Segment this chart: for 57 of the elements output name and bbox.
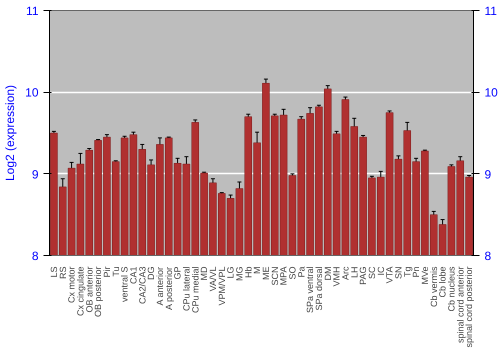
x-tick-label: M bbox=[252, 266, 262, 274]
x-tick-label: MPA bbox=[278, 266, 289, 286]
x-tick-label: Pa bbox=[296, 266, 306, 278]
x-tick-label: Tu bbox=[110, 266, 121, 277]
x-tick-label: Cx motor bbox=[66, 266, 77, 304]
x-tick-label: SC bbox=[366, 266, 377, 279]
x-tick-label: Cb nucleus bbox=[446, 266, 456, 312]
x-tick-label: A anterior bbox=[154, 266, 165, 306]
x-tick-label: Hb bbox=[243, 266, 254, 278]
x-tick-label: ventral S bbox=[120, 266, 130, 302]
x-tick-label: Cb lobe bbox=[438, 266, 448, 298]
x-tick-label: SCN bbox=[270, 266, 280, 286]
x-tick-label: spinal cord posterior bbox=[464, 266, 474, 348]
x-tick-label: OB anterior bbox=[84, 266, 94, 313]
x-tick-label: SPa dorsal bbox=[314, 266, 324, 311]
y-tick-label: 8 bbox=[32, 249, 39, 263]
y2-tick-label: 9 bbox=[484, 167, 492, 182]
x-tick-label: ME bbox=[260, 266, 271, 280]
x-tick-label: VA/VL bbox=[208, 266, 218, 292]
x-tick-label: LS bbox=[48, 266, 59, 278]
y-axis-title: Log2 (expression) bbox=[3, 84, 18, 182]
x-tick-label: Cb vermis bbox=[428, 266, 439, 308]
x-tick-label: VPM/VPL bbox=[216, 266, 227, 306]
x-tick-label: OB posterior bbox=[93, 266, 104, 318]
y-tick-label: 11 bbox=[26, 4, 39, 18]
x-tick-label: Pir bbox=[102, 266, 112, 278]
y-tick-label: 9 bbox=[32, 167, 39, 182]
x-tick-label: PAG bbox=[358, 266, 368, 285]
y-tick-label: 10 bbox=[25, 86, 39, 100]
x-tick-label: CPu medial bbox=[190, 266, 200, 314]
x-tick-label: RS bbox=[58, 266, 68, 279]
x-tick-label: Tg bbox=[402, 266, 412, 278]
x-tick-label: GP bbox=[172, 266, 183, 280]
x-tick-label: SN bbox=[393, 266, 404, 279]
y2-tick-label: 8 bbox=[484, 249, 492, 263]
x-tick-label: IC bbox=[376, 266, 386, 276]
x-tick-label: spinal cord anterior bbox=[455, 266, 466, 344]
x-tick-label: Arc bbox=[340, 266, 350, 280]
x-tick-label: DM bbox=[322, 266, 333, 280]
y2-tick-label: 11 bbox=[484, 4, 498, 18]
x-tick-label: MD bbox=[199, 266, 210, 280]
x-tick-label: VMH bbox=[332, 266, 342, 286]
x-tick-label: MG bbox=[234, 266, 244, 281]
x-tick-label: LG bbox=[226, 266, 236, 279]
x-tick-label: SO bbox=[287, 266, 298, 280]
x-tick-label: LH bbox=[349, 266, 360, 278]
x-tick-label: CPu lateral bbox=[181, 266, 192, 312]
x-tick-label: CA2/CA3 bbox=[137, 266, 148, 304]
y2-tick-label: 10 bbox=[484, 86, 498, 100]
x-tick-label: CA1 bbox=[128, 266, 138, 284]
x-tick-label: DG bbox=[146, 266, 156, 280]
x-tick-label: Cx cingulate bbox=[75, 266, 86, 316]
x-tick-label: SPa ventral bbox=[305, 266, 316, 314]
x-tick-label: A posterior bbox=[164, 266, 174, 310]
x-tick-label: Pn bbox=[411, 266, 422, 278]
x-tick-label: MVe bbox=[420, 266, 430, 285]
x-tick-label: VTA bbox=[384, 266, 395, 284]
